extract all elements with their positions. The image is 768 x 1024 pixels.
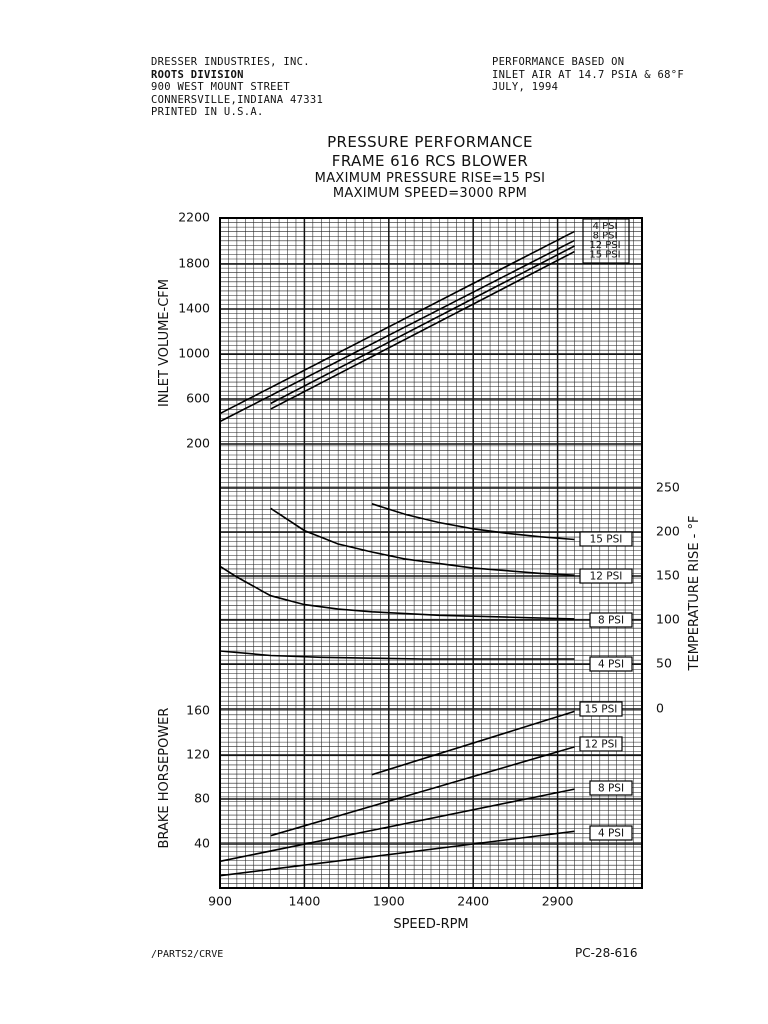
x-tick-label: 2900 [542, 894, 574, 909]
y-tick-label-temp: 50 [656, 656, 672, 671]
chart-titles: PRESSURE PERFORMANCE FRAME 616 RCS BLOWE… [240, 133, 620, 201]
y-tick-label-temp: 0 [656, 701, 664, 716]
top-series-4-psi [219, 230, 575, 415]
middle-series-12-psi [270, 507, 575, 576]
middle-label-box [579, 568, 633, 584]
middle-label-box [579, 531, 633, 547]
file-reference: /PARTS2/CRVE [151, 949, 224, 960]
y-axis-title-temp: TEMPERATURE RISE - °F [687, 516, 702, 672]
chart-marks [219, 230, 575, 877]
y-tick-label-cfm: 2200 [178, 210, 210, 225]
middle-label-box [589, 612, 633, 628]
chart-title: PRESSURE PERFORMANCE [327, 133, 533, 151]
top-legend-15-psi: 15 PSI [589, 250, 620, 261]
top-legend-box [582, 218, 630, 264]
max-speed-note: MAXIMUM SPEED=3000 RPM [332, 186, 528, 201]
y-tick-label-bhp: 40 [194, 836, 210, 851]
x-axis-title: SPEED-RPM [393, 917, 468, 932]
bottom-label-box [579, 736, 623, 752]
middle-series-4-psi [219, 650, 575, 660]
y-tick-label-temp: 250 [656, 480, 680, 495]
performance-basis: PERFORMANCE BASED ON [492, 56, 625, 68]
bottom-series-15-psi [371, 710, 575, 776]
bottom-label-box [589, 780, 633, 796]
top-series-15-psi [270, 250, 575, 410]
y-tick-label-cfm: 1800 [178, 256, 210, 271]
y-tick-label-temp: 150 [656, 568, 680, 583]
middle-label-box [589, 656, 633, 672]
middle-series-label-12-psi: 12 PSI [590, 571, 623, 583]
issue-date: JULY, 1994 [492, 81, 559, 93]
y-tick-label-cfm: 1000 [178, 346, 210, 361]
plot-frame [219, 217, 643, 889]
company-name: DRESSER INDUSTRIES, INC. [151, 56, 310, 68]
bottom-series-4-psi [219, 830, 575, 877]
y-tick-label-cfm: 600 [186, 391, 210, 406]
inlet-conditions: INLET AIR AT 14.7 PSIA & 68°F [492, 68, 685, 81]
bottom-label-box [589, 825, 633, 841]
top-legend-4-psi: 4 PSI [593, 221, 618, 232]
y-axis-title-bhp: BRAKE HORSEPOWER [157, 708, 172, 849]
middle-series-label-15-psi: 15 PSI [590, 534, 623, 546]
street-address: 900 WEST MOUNT STREET [151, 81, 291, 93]
city-address: CONNERSVILLE,INDIANA 47331 [151, 93, 324, 106]
printed-in: PRINTED IN U.S.A. [151, 106, 264, 118]
x-tick-label: 2400 [457, 894, 489, 909]
x-tick-label: 1400 [288, 894, 320, 909]
y-tick-label-bhp: 80 [194, 791, 210, 806]
top-legend-12-psi: 12 PSI [589, 240, 620, 251]
bottom-series-label-4-psi: 4 PSI [598, 828, 624, 840]
conditions-block: PERFORMANCE BASED ON INLET AIR AT 14.7 P… [492, 56, 684, 94]
x-tick-label: 1900 [373, 894, 405, 909]
top-legend-8-psi: 8 PSI [593, 231, 618, 242]
y-axis-title-cfm: INLET VOLUME-CFM [157, 279, 172, 407]
bottom-series-label-12-psi: 12 PSI [585, 739, 618, 751]
top-series-12-psi [270, 245, 575, 405]
document-number: PC-28-616 [575, 946, 638, 960]
bottom-label-box [579, 701, 623, 717]
chart-subtitle: FRAME 616 RCS BLOWER [331, 152, 529, 170]
max-pressure-note: MAXIMUM PRESSURE RISE=15 PSI [314, 171, 546, 186]
middle-series-15-psi [371, 503, 575, 541]
y-tick-label-bhp: 120 [186, 747, 210, 762]
x-tick-label: 900 [208, 894, 232, 909]
top-series-8-psi [219, 239, 575, 423]
bottom-series-label-8-psi: 8 PSI [598, 783, 624, 795]
manufacturer-block: DRESSER INDUSTRIES, INC. ROOTS DIVISION … [151, 56, 323, 119]
bottom-series-label-15-psi: 15 PSI [585, 704, 618, 716]
bottom-series-12-psi [270, 746, 575, 837]
middle-series-label-4-psi: 4 PSI [598, 659, 624, 671]
middle-series-label-8-psi: 8 PSI [598, 615, 624, 627]
y-tick-label-cfm: 1400 [178, 301, 210, 316]
middle-series-8-psi [219, 565, 575, 620]
y-tick-label-temp: 200 [656, 524, 680, 539]
y-tick-label-cfm: 200 [186, 436, 210, 451]
y-tick-label-temp: 100 [656, 612, 680, 627]
bottom-series-8-psi [219, 788, 575, 863]
chart-grid [219, 217, 643, 889]
division-name: ROOTS DIVISION [151, 68, 244, 81]
y-tick-label-bhp: 160 [186, 703, 210, 718]
